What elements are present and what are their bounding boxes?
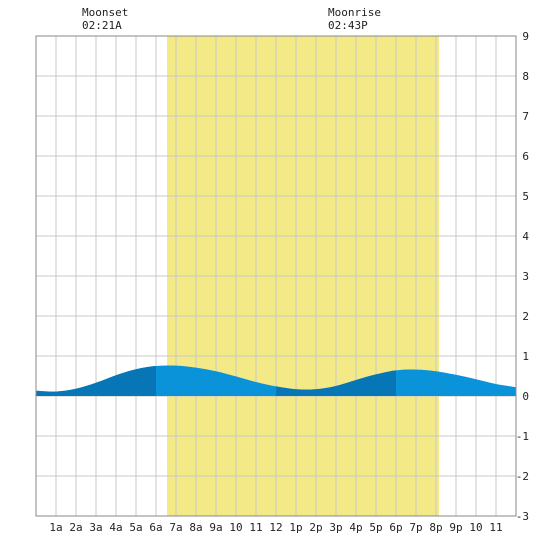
x-tick-label: 11 [489, 521, 502, 534]
y-tick-label: -2 [516, 470, 529, 483]
y-tick-label: 3 [522, 270, 529, 283]
x-tick-label: 2p [309, 521, 322, 534]
y-tick-label: 8 [522, 70, 529, 83]
moonrise-label: Moonrise [328, 6, 381, 19]
x-tick-label: 10 [229, 521, 242, 534]
y-tick-label: -3 [516, 510, 529, 523]
plot-border [35, 35, 517, 517]
x-tick-label: 6a [149, 521, 162, 534]
x-tick-label: 8a [189, 521, 202, 534]
y-tick-label: 5 [522, 190, 529, 203]
x-tick-label: 7p [409, 521, 422, 534]
moonset-label: Moonset [82, 6, 128, 19]
y-tick-label: 2 [522, 310, 529, 323]
x-tick-label: 1p [289, 521, 302, 534]
x-tick-label: 4a [109, 521, 122, 534]
y-tick-label: 0 [522, 390, 529, 403]
x-tick-label: 5a [129, 521, 142, 534]
tide-area-shaded [276, 370, 396, 396]
x-tick-label: 2a [69, 521, 82, 534]
x-tick-label: 5p [369, 521, 382, 534]
x-tick-label: 9a [209, 521, 222, 534]
y-tick-label: 7 [522, 110, 529, 123]
x-tick-label: 7a [169, 521, 182, 534]
moonset-time: 02:21A [82, 19, 122, 32]
x-tick-label: 9p [449, 521, 462, 534]
y-tick-label: 9 [522, 30, 529, 43]
tide-area-shaded [36, 366, 156, 396]
x-tick-label: 10 [469, 521, 482, 534]
x-tick-label: 1a [49, 521, 62, 534]
x-tick-label: 6p [389, 521, 402, 534]
x-tick-label: 8p [429, 521, 442, 534]
y-tick-label: -1 [516, 430, 529, 443]
x-tick-label: 3a [89, 521, 102, 534]
y-tick-label: 4 [522, 230, 529, 243]
y-tick-label: 6 [522, 150, 529, 163]
x-tick-label: 4p [349, 521, 362, 534]
y-tick-label: 1 [522, 350, 529, 363]
moonrise-time: 02:43P [328, 19, 368, 32]
x-tick-label: 3p [329, 521, 342, 534]
x-tick-label: 12 [269, 521, 282, 534]
x-tick-label: 11 [249, 521, 262, 534]
